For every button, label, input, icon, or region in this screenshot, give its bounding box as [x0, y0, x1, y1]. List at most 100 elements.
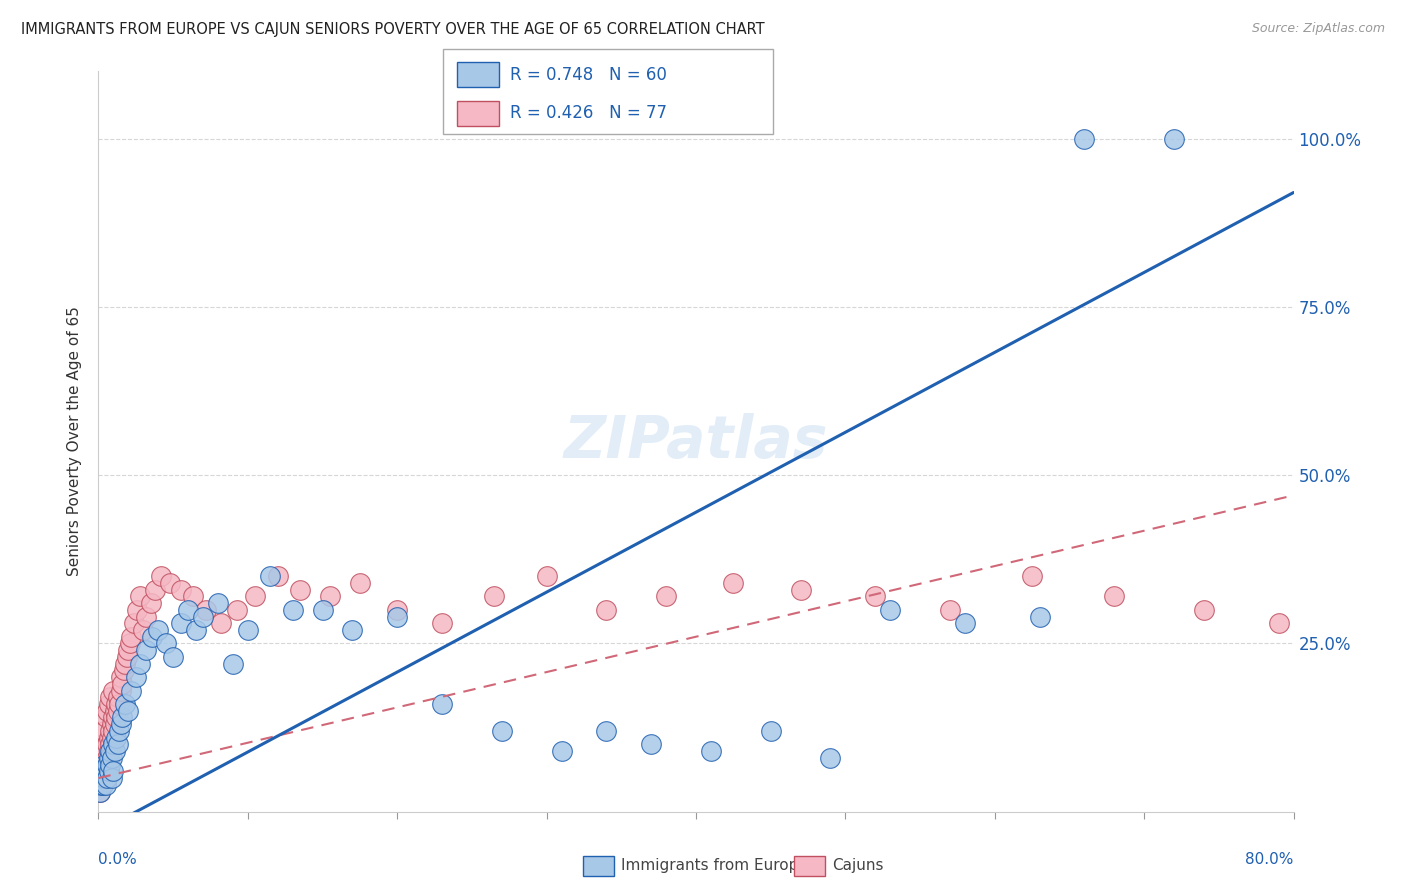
Point [107, 690, 129, 705]
Point [430, 616, 453, 631]
Point [115, 649, 138, 664]
Point [177, 603, 200, 617]
Point [181, 590, 204, 604]
Point [148, 623, 170, 637]
Point [93, 757, 115, 772]
Point [162, 649, 184, 664]
Point [89, 784, 111, 798]
Point [110, 670, 132, 684]
Point [111, 710, 134, 724]
Point [865, 590, 887, 604]
Point [104, 717, 127, 731]
Point [953, 616, 976, 631]
Point [111, 677, 134, 691]
Point [311, 603, 333, 617]
Point [105, 731, 128, 745]
Point [120, 683, 142, 698]
Point [101, 751, 124, 765]
Point [110, 717, 132, 731]
Point [125, 670, 148, 684]
Point [105, 697, 128, 711]
Point [96, 751, 118, 765]
Point [114, 657, 136, 671]
Point [94, 744, 117, 758]
Point [98, 757, 122, 772]
Point [150, 569, 173, 583]
Point [90, 778, 112, 792]
Point [169, 582, 191, 597]
Point [595, 723, 617, 738]
Point [94, 764, 117, 779]
Point [236, 623, 259, 637]
Point [342, 623, 364, 637]
Point [159, 575, 181, 590]
Point [135, 643, 157, 657]
Point [385, 603, 409, 617]
Point [129, 657, 152, 671]
Point [104, 704, 127, 718]
Text: IMMIGRANTS FROM EUROPE VS CAJUN SENIORS POVERTY OVER THE AGE OF 65 CORRELATION C: IMMIGRANTS FROM EUROPE VS CAJUN SENIORS … [21, 22, 765, 37]
Point [110, 683, 132, 698]
Point [91, 757, 114, 772]
Point [98, 738, 122, 752]
Point [491, 723, 513, 738]
Point [259, 569, 281, 583]
Point [723, 575, 745, 590]
Point [288, 582, 311, 597]
Point [98, 723, 122, 738]
Point [191, 609, 214, 624]
Point [98, 744, 122, 758]
Point [108, 723, 131, 738]
Point [550, 744, 572, 758]
Point [90, 778, 112, 792]
Text: ZIPatlas: ZIPatlas [564, 413, 828, 470]
Point [93, 723, 115, 738]
Point [94, 778, 117, 792]
Point [484, 590, 506, 604]
Point [101, 771, 124, 785]
Point [879, 603, 901, 617]
Point [120, 630, 142, 644]
Point [108, 697, 131, 711]
Point [184, 623, 207, 637]
Text: Immigrants from Europe: Immigrants from Europe [621, 858, 808, 872]
Point [169, 616, 191, 631]
Point [1192, 603, 1215, 617]
Point [117, 643, 139, 657]
Point [103, 764, 125, 779]
Point [105, 710, 128, 724]
Point [98, 690, 122, 705]
Point [103, 710, 125, 724]
Point [89, 784, 111, 798]
Point [139, 596, 162, 610]
Point [118, 636, 141, 650]
Point [141, 630, 163, 644]
Point [93, 771, 115, 785]
Point [94, 757, 117, 772]
Text: R = 0.748   N = 60: R = 0.748 N = 60 [510, 66, 668, 84]
Point [103, 738, 125, 752]
Point [1028, 609, 1050, 624]
Point [129, 590, 152, 604]
Point [195, 603, 218, 617]
Point [107, 738, 129, 752]
Point [97, 744, 120, 758]
Point [226, 603, 249, 617]
Point [655, 590, 678, 604]
Point [536, 569, 558, 583]
Point [96, 738, 118, 752]
Point [209, 616, 232, 631]
Point [222, 657, 245, 671]
Point [101, 717, 124, 731]
Point [104, 744, 127, 758]
Text: 0.0%: 0.0% [98, 853, 138, 867]
Point [90, 764, 112, 779]
Point [759, 723, 782, 738]
Point [245, 590, 267, 604]
Point [91, 738, 114, 752]
Point [939, 603, 962, 617]
Point [107, 704, 129, 718]
Point [820, 751, 842, 765]
Point [90, 771, 112, 785]
Point [267, 569, 290, 583]
